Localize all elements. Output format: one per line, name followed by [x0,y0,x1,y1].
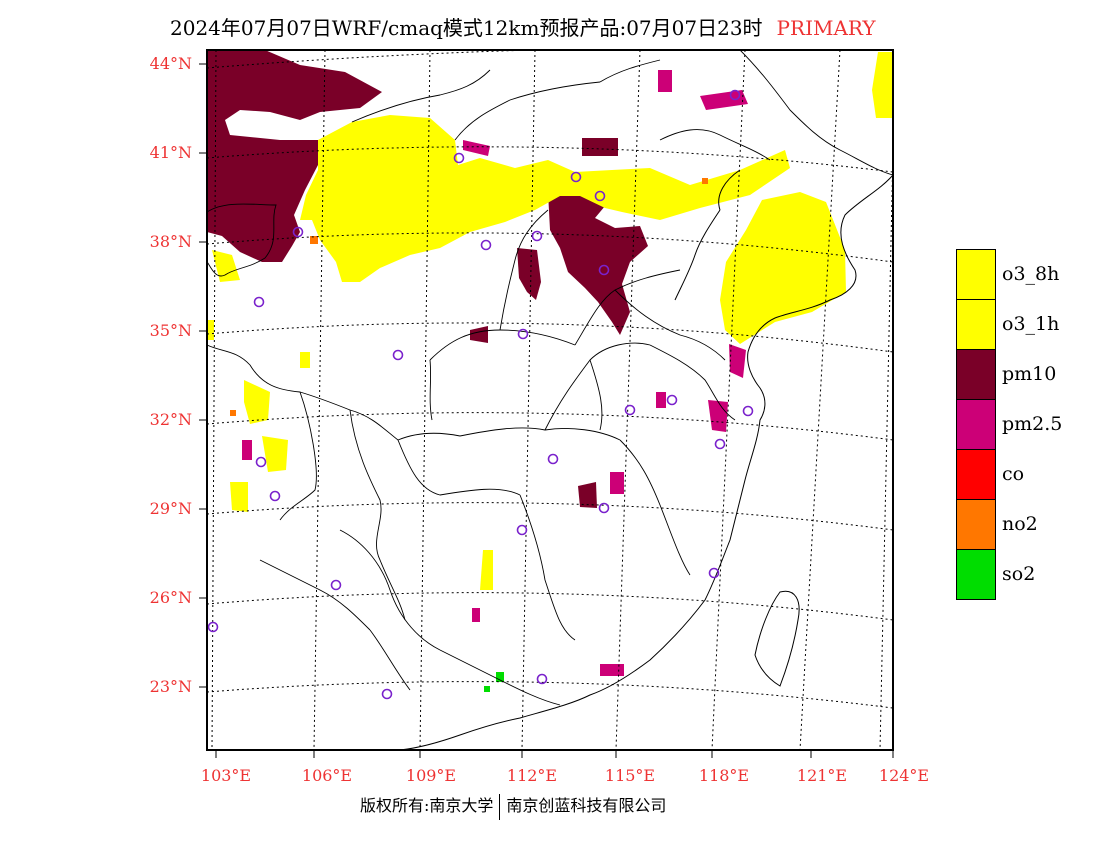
legend-label: pm2.5 [1002,413,1063,435]
axis-ticks [199,63,894,758]
lon-label: 112°E [506,766,558,785]
lat-label: 23°N [149,677,192,696]
legend-label: o3_1h [1002,313,1060,335]
legend-label: so2 [1002,563,1036,585]
lat-label: 38°N [149,232,192,251]
coastline [399,169,893,750]
copyright-footer: 版权所有:南京大学 南京创蓝科技有限公司 [360,792,666,820]
lat-label: 26°N [149,588,192,607]
pm10-region-northwest [207,50,382,262]
lat-label: 32°N [149,410,192,429]
legend-label: o3_8h [1002,263,1060,285]
o3-region-north [207,52,893,590]
no2-region [230,178,708,416]
footer-owner: 版权所有:南京大学 [360,796,494,815]
legend-label: pm10 [1002,363,1057,385]
lon-label: 124°E [878,766,930,785]
lon-label: 106°E [301,766,353,785]
lon-label: 115°E [604,766,656,785]
lon-label: 103°E [200,766,252,785]
lat-label: 41°N [149,143,192,162]
lat-label: 44°N [149,54,192,73]
legend-swatch [956,349,996,400]
lon-label: 109°E [405,766,457,785]
footer-separator [499,793,501,820]
title-tag: PRIMARY [776,16,876,40]
graticule [207,50,893,750]
legend-label: no2 [1002,513,1038,535]
lat-label: 35°N [149,321,192,340]
pm10-region-north-china [470,138,648,508]
map-title: 2024年07月07日WRF/cmaq模式12km预报产品:07月07日23时 P… [170,12,876,41]
station-markers [207,89,754,700]
so2-region [484,672,504,692]
title-main: 2024年07月07日WRF/cmaq模式12km预报产品:07月07日23时 [170,16,763,40]
lon-label: 118°E [698,766,750,785]
lon-label: 121°E [796,766,848,785]
legend-swatch [956,399,996,450]
lat-label: 29°N [149,499,192,518]
legend-swatch [956,499,996,550]
legend-label: co [1002,463,1025,485]
legend-swatch [956,449,996,500]
pm25-region [242,70,748,676]
boundaries [207,50,893,706]
map-frame [206,49,894,751]
legend-swatch [956,299,996,350]
legend-swatch [956,549,996,600]
legend-swatch [956,249,996,300]
footer-company: 南京创蓝科技有限公司 [506,796,667,815]
